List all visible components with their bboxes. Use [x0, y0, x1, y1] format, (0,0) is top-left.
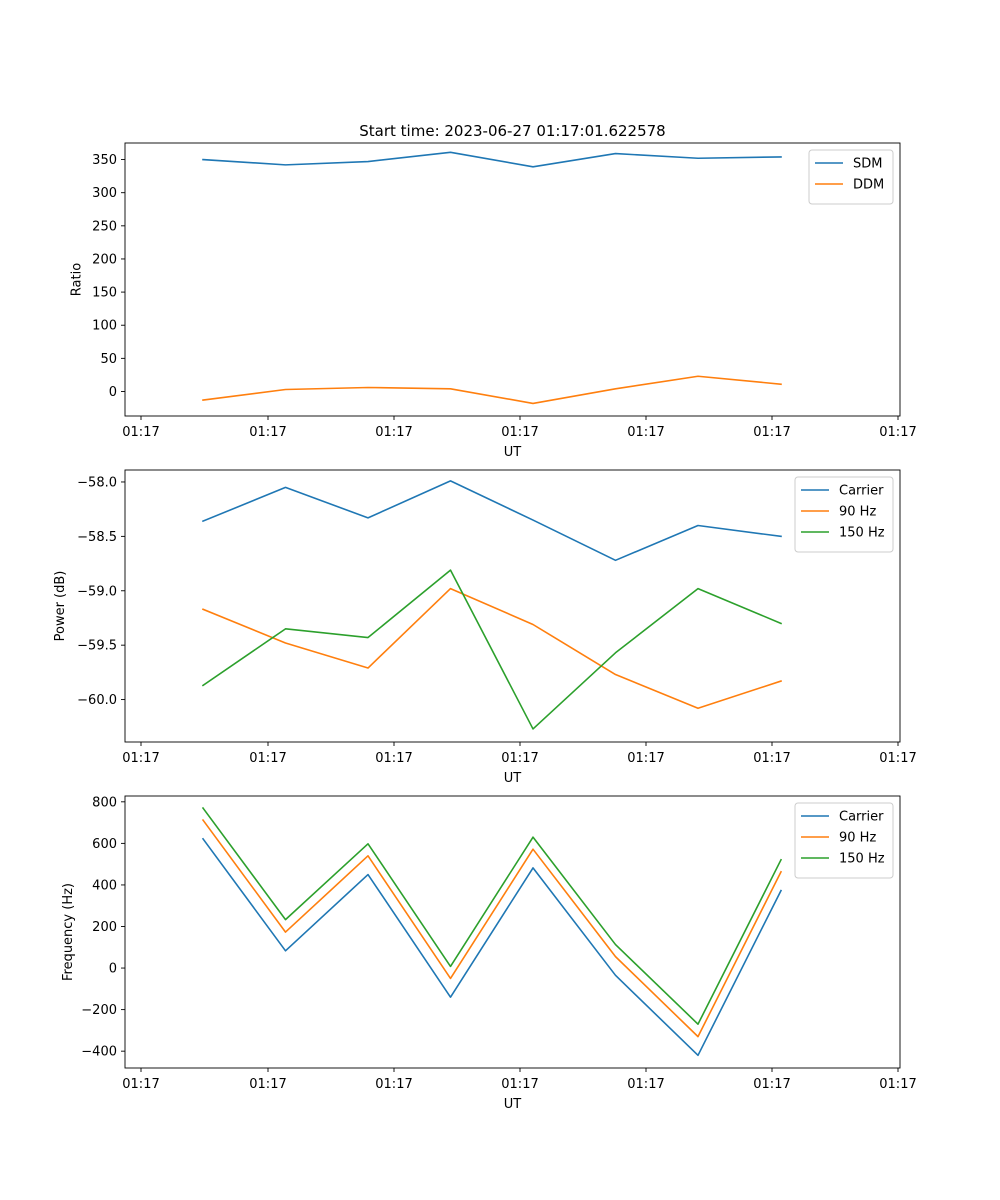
- y-axis-label: Power (dB): [53, 571, 68, 642]
- y-tick-label: −200: [81, 1003, 117, 1018]
- y-tick-label: −400: [81, 1045, 117, 1060]
- series-line-carrier: [201, 480, 782, 562]
- legend-box: [794, 476, 894, 553]
- x-tick-label: 01:17: [249, 751, 286, 766]
- legend-box: [794, 802, 894, 879]
- y-tick-label: 400: [92, 878, 117, 893]
- legend-label: SDM: [853, 157, 882, 172]
- x-tick-label: 01:17: [375, 751, 412, 766]
- series-line-90-hz: [201, 587, 783, 710]
- x-axis-label: UT: [504, 771, 522, 786]
- x-tick-label: 01:17: [879, 425, 916, 440]
- x-tick-label: 01:17: [627, 1077, 664, 1092]
- legend-label: 90 Hz: [839, 831, 876, 846]
- x-tick-label: 01:17: [122, 1077, 159, 1092]
- legend: Carrier 90 Hz 150 Hz: [794, 476, 894, 553]
- y-tick-label: 100: [92, 319, 117, 334]
- legend-label: Carrier: [839, 810, 884, 825]
- x-tick-label: 01:17: [375, 1077, 412, 1092]
- x-tick-label: 01:17: [753, 1077, 790, 1092]
- x-axis-label: UT: [504, 1097, 522, 1112]
- x-tick-label: 01:17: [249, 425, 286, 440]
- y-tick-label: 50: [100, 352, 117, 367]
- axes-frame: [124, 795, 901, 1069]
- x-tick-label: 01:17: [879, 1077, 916, 1092]
- axes-frame: [124, 142, 901, 417]
- x-tick-label: 01:17: [753, 751, 790, 766]
- y-tick-label: −58.5: [77, 530, 117, 545]
- x-tick-label: 01:17: [122, 425, 159, 440]
- series-line-150-hz: [201, 806, 783, 1025]
- x-tick-label: 01:17: [501, 1077, 538, 1092]
- legend: SDM DDM: [808, 149, 894, 205]
- series-line-sdm: [202, 151, 782, 168]
- x-tick-label: 01:17: [627, 751, 664, 766]
- y-tick-label: 0: [109, 385, 117, 400]
- y-tick-label: 600: [92, 837, 117, 852]
- x-tick-label: 01:17: [375, 425, 412, 440]
- x-tick-label: 01:17: [249, 1077, 286, 1092]
- series-line-90-hz: [201, 818, 783, 1038]
- y-axis-label: Frequency (Hz): [61, 883, 76, 981]
- y-tick-label: 150: [92, 286, 117, 301]
- y-tick-label: −59.0: [77, 584, 117, 599]
- y-tick-label: 0: [109, 962, 117, 977]
- y-tick-label: 200: [92, 252, 117, 267]
- y-tick-label: −59.5: [77, 639, 117, 654]
- x-tick-label: 01:17: [879, 751, 916, 766]
- subplot-1: 01:17 01:17 01:17 01:17 01:17 01:17 01:17 UT 0 50…: [69, 142, 917, 460]
- y-tick-label: 300: [92, 186, 117, 201]
- legend: Carrier 90 Hz 150 Hz: [794, 802, 894, 879]
- legend-label: DDM: [853, 178, 884, 193]
- x-tick-label: 01:17: [501, 425, 538, 440]
- series-line-150-hz: [201, 569, 783, 730]
- subplot-panels: 01:17 01:17 01:17 01:17 01:17 01:17 01:17 UT 0 50…: [53, 142, 917, 1112]
- x-tick-label: 01:17: [627, 425, 664, 440]
- x-axis-label: UT: [504, 445, 522, 460]
- y-tick-label: −58.0: [77, 475, 117, 490]
- figure-title: Start time: 2023-06-27 01:17:01.622578: [359, 122, 665, 140]
- series-line-carrier: [201, 837, 783, 1057]
- legend-label: 90 Hz: [839, 505, 876, 520]
- y-tick-label: 800: [92, 795, 117, 810]
- x-tick-label: 01:17: [753, 425, 790, 440]
- series-line-ddm: [202, 375, 782, 405]
- y-tick-label: 350: [92, 153, 117, 168]
- y-tick-label: 200: [92, 920, 117, 935]
- legend-label: 150 Hz: [839, 526, 885, 541]
- y-tick-label: −60.0: [77, 693, 117, 708]
- y-axis-label: Ratio: [69, 263, 84, 296]
- legend-label: Carrier: [839, 484, 884, 499]
- legend-label: 150 Hz: [839, 852, 885, 867]
- subplot-3: 01:17 01:17 01:17 01:17 01:17 01:17 01:17 UT −40…: [61, 795, 917, 1112]
- subplot-2: 01:17 01:17 01:17 01:17 01:17 01:17 01:17 UT −58…: [53, 469, 917, 786]
- axes-frame: [124, 469, 901, 743]
- x-tick-label: 01:17: [122, 751, 159, 766]
- x-tick-label: 01:17: [501, 751, 538, 766]
- y-tick-label: 250: [92, 219, 117, 234]
